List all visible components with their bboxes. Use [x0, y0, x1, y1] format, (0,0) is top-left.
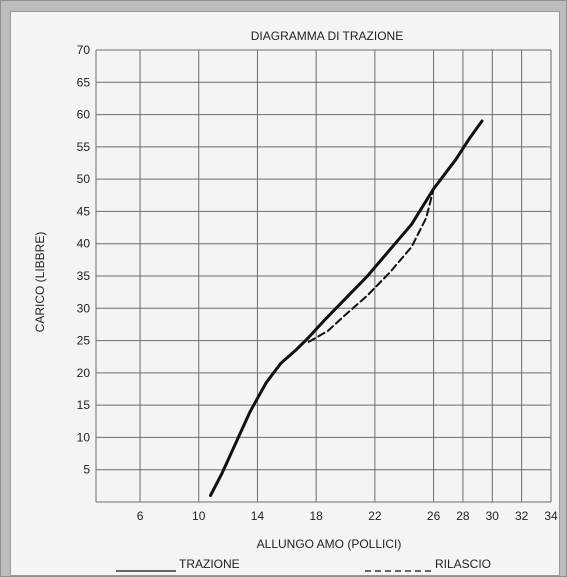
series-line-rilascio [307, 187, 435, 343]
chart-title: DIAGRAMMA DI TRAZIONE [251, 29, 403, 43]
y-tick-label-55: 55 [77, 140, 91, 154]
x-tick-label-26: 26 [427, 509, 441, 523]
y-tick-label-65: 65 [77, 75, 91, 89]
x-tick-label-28: 28 [456, 509, 470, 523]
series-layer [209, 119, 484, 497]
x-tick-label-10: 10 [192, 509, 206, 523]
grid-layer [95, 49, 552, 503]
x-tick-label-18: 18 [309, 509, 323, 523]
y-tick-label-35: 35 [77, 269, 91, 283]
y-tick-label-45: 45 [77, 204, 91, 218]
chart-panel: DIAGRAMMA DI TRAZIONE CARICO (LIBBRE) AL… [10, 11, 560, 576]
x-tick-label-32: 32 [515, 509, 529, 523]
legend: TRAZIONE RILASCIO [116, 557, 491, 572]
x-tick-label-6: 6 [137, 509, 144, 523]
y-tick-label-5: 5 [83, 463, 90, 477]
legend-label-trazione: TRAZIONE [179, 557, 240, 571]
x-tick-label-30: 30 [486, 509, 500, 523]
y-tick-label-40: 40 [77, 237, 91, 251]
y-tick-label-70: 70 [77, 43, 91, 57]
y-tick-label-60: 60 [77, 108, 91, 122]
y-axis-title: CARICO (LIBBRE) [33, 232, 47, 333]
x-axis-title: ALLUNGO AMO (POLLICI) [257, 537, 402, 551]
y-tick-label-25: 25 [77, 334, 91, 348]
tension-chart: DIAGRAMMA DI TRAZIONE CARICO (LIBBRE) AL… [33, 29, 558, 572]
legend-label-rilascio: RILASCIO [435, 557, 491, 571]
x-tick-label-14: 14 [251, 509, 265, 523]
tick-layer: 5 10 15 20 25 30 35 40 45 50 55 60 65 70 6 10 14 18 22 26 28… [77, 43, 558, 523]
series-line-trazione [209, 119, 484, 497]
y-tick-label-20: 20 [77, 366, 91, 380]
x-tick-label-22: 22 [368, 509, 382, 523]
y-tick-label-10: 10 [77, 430, 91, 444]
y-tick-label-15: 15 [77, 398, 91, 412]
x-tick-label-34: 34 [544, 509, 558, 523]
y-tick-label-30: 30 [77, 301, 91, 315]
y-tick-label-50: 50 [77, 172, 91, 186]
